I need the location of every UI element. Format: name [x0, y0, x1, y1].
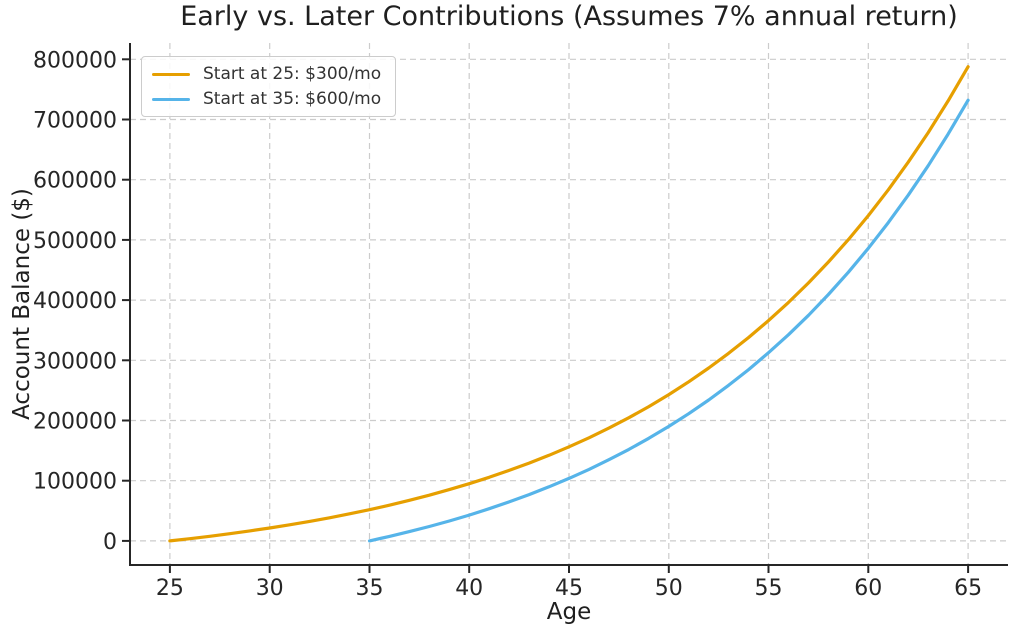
- y-tick-label-700000: 700000: [33, 109, 117, 134]
- y-axis-label: Account Balance ($): [9, 188, 35, 420]
- x-tick-label-30: 30: [256, 576, 284, 601]
- chart-title: Early vs. Later Contributions (Assumes 7…: [180, 1, 958, 32]
- x-tick-label-50: 50: [655, 576, 683, 601]
- y-tick-label-100000: 100000: [33, 470, 117, 495]
- x-tick-label-35: 35: [356, 576, 384, 601]
- x-tick-label-25: 25: [156, 576, 184, 601]
- legend-line-swatch-blue: [152, 97, 190, 101]
- y-tick-label-300000: 300000: [33, 349, 117, 374]
- x-tick-label-40: 40: [455, 576, 483, 601]
- x-tick-label-65: 65: [954, 576, 982, 601]
- y-tick-label-500000: 500000: [33, 229, 117, 254]
- x-tick-label-55: 55: [755, 576, 783, 601]
- y-tick-label-0: 0: [103, 530, 117, 555]
- series-line-start-35: [367, 98, 970, 543]
- y-tick-label-800000: 800000: [33, 48, 117, 73]
- legend: Start at 25: $300/mo Start at 35: $600/m…: [141, 56, 397, 117]
- x-tick-label-60: 60: [854, 576, 882, 601]
- x-axis-label: Age: [546, 599, 592, 625]
- y-tick-label-200000: 200000: [33, 410, 117, 435]
- y-tick-label-400000: 400000: [33, 289, 117, 314]
- series-line-start-25: [168, 65, 970, 543]
- legend-item-start-25: Start at 25: $300/mo: [152, 64, 381, 84]
- legend-label-start-25: Start at 25: $300/mo: [203, 64, 382, 84]
- legend-item-start-35: Start at 35: $600/mo: [152, 89, 381, 109]
- legend-label-start-35: Start at 35: $600/mo: [203, 89, 382, 109]
- legend-line-swatch-orange: [152, 72, 190, 76]
- x-tick-label-45: 45: [555, 576, 583, 601]
- y-tick-label-600000: 600000: [33, 169, 117, 194]
